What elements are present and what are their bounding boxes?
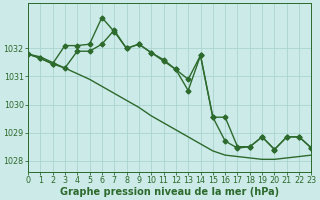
X-axis label: Graphe pression niveau de la mer (hPa): Graphe pression niveau de la mer (hPa) [60, 187, 279, 197]
